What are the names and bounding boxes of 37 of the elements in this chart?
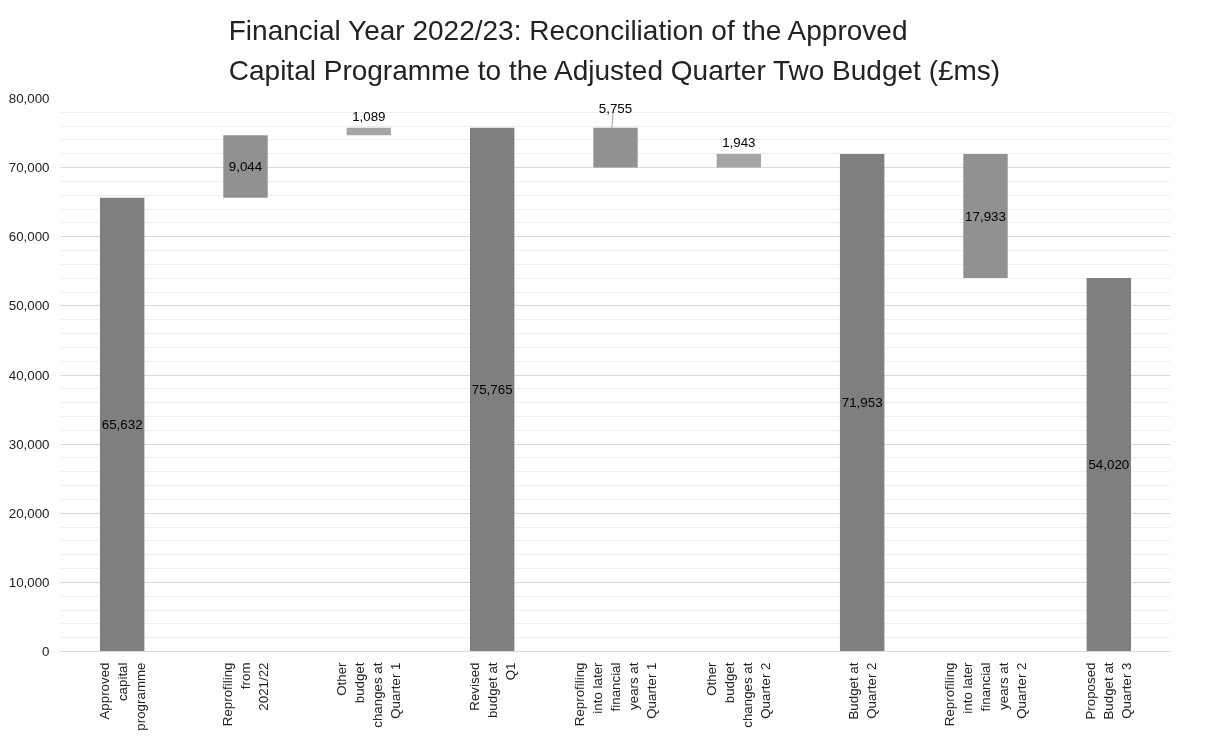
x-tick-label: Reprofiling into later financial years at Quarter 1 — [572, 661, 659, 727]
data-label: 71,953 — [841, 395, 883, 411]
y-tick-label: 40,000 — [8, 367, 50, 383]
chart-title: Financial Year 2022/23: Reconciliation of the Approved Capital Programme to the Adjusted Quarter Two Budget (£ms) — [228, 14, 1001, 86]
bar — [839, 154, 885, 652]
y-tick-label: 60,000 — [8, 229, 50, 245]
x-tick-label: Proposed Budget at Quarter 3 — [1083, 662, 1135, 720]
bar — [99, 197, 145, 652]
x-tick-label: Reprofiling from 2021/22 — [220, 662, 271, 727]
y-tick-label: 50,000 — [8, 298, 50, 314]
x-tick-label: Other budget changes at Quarter 1 — [334, 661, 404, 728]
y-tick-label: 80,000 — [8, 91, 50, 106]
y-tick-label: 10,000 — [8, 574, 50, 590]
bar — [223, 135, 268, 198]
data-label: 17,933 — [965, 208, 1006, 224]
data-label: 5,755 — [598, 100, 633, 116]
y-tick-label: 0 — [42, 644, 50, 659]
bar — [963, 154, 1008, 279]
x-tick-label: Budget at Quarter 2 — [845, 662, 879, 720]
bar — [716, 154, 762, 168]
data-label: 54,020 — [1088, 457, 1130, 473]
x-tick-label: Approved capital programme — [96, 662, 148, 731]
bar — [1086, 278, 1132, 652]
x-tick-label: Reprofiling into later financial years at Quarter 2 — [942, 661, 1029, 727]
y-tick-label: 30,000 — [8, 436, 50, 452]
bar — [346, 127, 392, 136]
y-tick-label: 70,000 — [8, 160, 50, 176]
x-tick-label: Revised budget at Q1 — [466, 662, 518, 719]
y-tick-label: 20,000 — [8, 505, 50, 521]
data-label: 9,044 — [228, 159, 263, 175]
data-label: 65,632 — [101, 417, 143, 433]
data-label: 75,765 — [471, 382, 513, 398]
bar — [469, 127, 515, 652]
data-label: 1,089 — [352, 109, 386, 125]
bar — [593, 127, 638, 168]
x-tick-label: Other budget changes at Quarter 2 — [704, 661, 774, 728]
data-label: 1,943 — [722, 135, 756, 151]
